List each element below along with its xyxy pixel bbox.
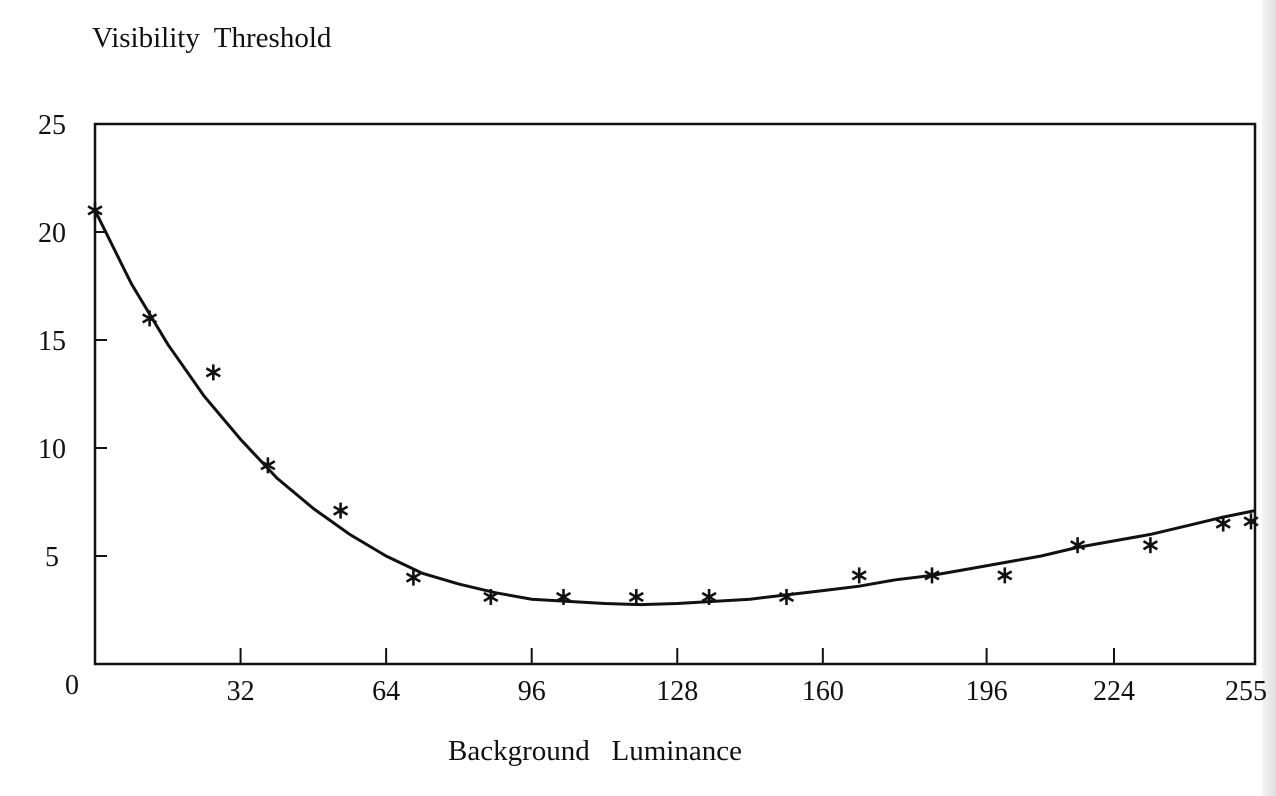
- data-point: [87, 202, 103, 219]
- x-tick-label: 160: [802, 676, 844, 707]
- data-point: [1215, 515, 1231, 532]
- data-point: [701, 589, 717, 605]
- x-tick-label: 255: [1225, 676, 1267, 707]
- x-tick-label: 196: [966, 676, 1008, 707]
- plot-frame: [93, 122, 1257, 666]
- y-tick-label: 20: [38, 218, 66, 249]
- y-axis: 0 5 10 15 20 25: [38, 110, 107, 701]
- data-point: [260, 457, 276, 474]
- data-points: [87, 202, 1259, 605]
- page-edge-shadow: [1262, 0, 1276, 796]
- data-point: [333, 502, 349, 519]
- data-point: [483, 589, 499, 605]
- fit-curve: [93, 209, 1256, 607]
- y-tick-label: 5: [45, 542, 59, 573]
- data-point: [851, 567, 867, 584]
- data-point: [555, 589, 572, 605]
- x-tick-label: 32: [227, 676, 255, 707]
- x-tick-label: 96: [518, 676, 546, 707]
- y-tick-label: 25: [38, 110, 66, 141]
- y-tick-label: 0: [65, 670, 79, 701]
- chart-title: Visibility Threshold: [92, 22, 332, 54]
- y-tick-label: 15: [38, 326, 66, 357]
- data-point: [628, 589, 644, 605]
- data-point: [405, 569, 421, 586]
- data-point: [1142, 537, 1158, 554]
- data-point: [924, 567, 940, 584]
- x-tick-label: 128: [656, 676, 698, 707]
- x-tick-label: 64: [372, 676, 400, 707]
- data-point: [1070, 537, 1086, 554]
- data-point: [997, 567, 1013, 584]
- x-tick-label: 224: [1093, 676, 1135, 707]
- data-point: [1243, 513, 1259, 530]
- data-point: [778, 589, 795, 605]
- x-axis: 32 64 96 128 160 196 224 255: [227, 648, 1267, 707]
- data-point: [205, 364, 221, 381]
- x-axis-label: Background Luminance: [448, 735, 742, 767]
- data-point: [142, 310, 158, 327]
- y-tick-label: 10: [38, 434, 66, 465]
